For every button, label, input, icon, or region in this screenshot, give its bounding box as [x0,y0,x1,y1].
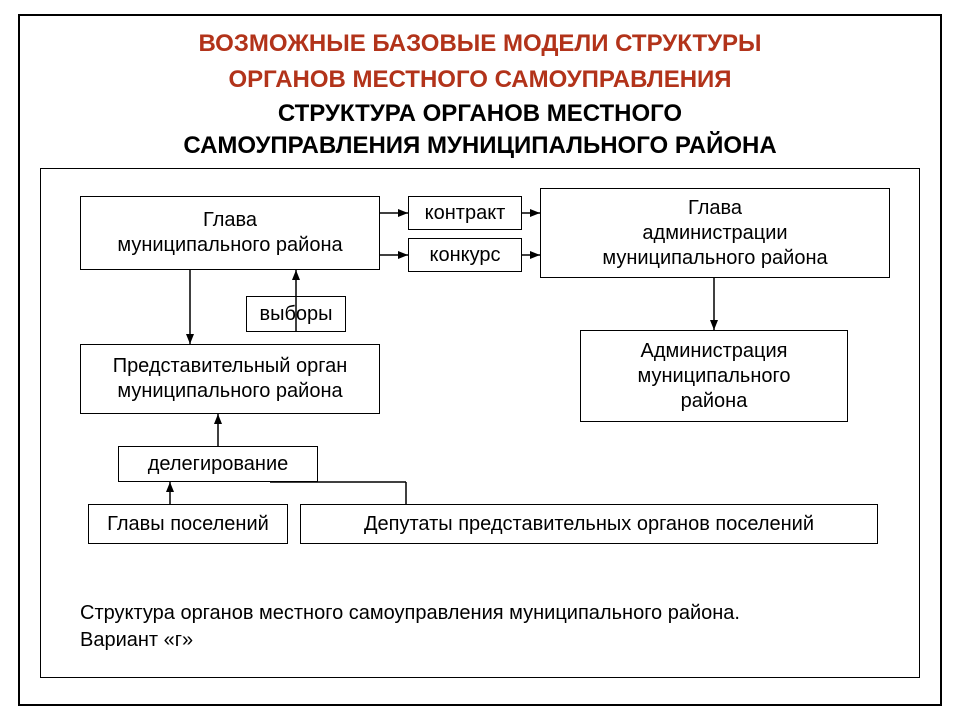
node-competition: конкурс [408,238,522,272]
node-head-admin: Главаадминистрациимуниципального района [540,188,890,278]
subtitle-line-1: СТРУКТУРА ОРГАНОВ МЕСТНОГО [0,100,960,128]
caption-line-2: Вариант «г» [80,627,740,654]
caption-line-1: Структура органов местного самоуправлени… [80,600,740,627]
title-line-1: ВОЗМОЖНЫЕ БАЗОВЫЕ МОДЕЛИ СТРУКТУРЫ [0,30,960,58]
node-contract: контракт [408,196,522,230]
node-elections: выборы [246,296,346,332]
node-heads-settlements: Главы поселений [88,504,288,544]
node-admin: Администрациямуниципальногорайона [580,330,848,422]
node-delegation: делегирование [118,446,318,482]
node-head-district: Главамуниципального района [80,196,380,270]
node-rep-body: Представительный органмуниципального рай… [80,344,380,414]
node-deputies: Депутаты представительных органов поселе… [300,504,878,544]
subtitle-line-2: САМОУПРАВЛЕНИЯ МУНИЦИПАЛЬНОГО РАЙОНА [0,132,960,160]
title-line-2: ОРГАНОВ МЕСТНОГО САМОУПРАВЛЕНИЯ [0,66,960,94]
caption: Структура органов местного самоуправлени… [80,600,740,654]
